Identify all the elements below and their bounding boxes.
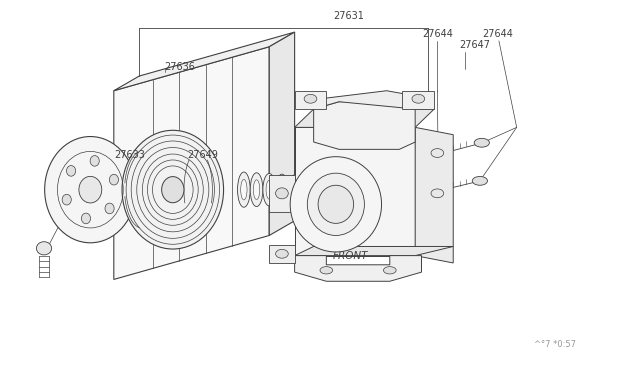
Ellipse shape (263, 173, 276, 206)
Ellipse shape (431, 189, 444, 198)
Ellipse shape (250, 173, 263, 206)
Ellipse shape (318, 185, 354, 223)
Polygon shape (294, 247, 453, 256)
Ellipse shape (122, 130, 223, 249)
Ellipse shape (81, 213, 90, 224)
Ellipse shape (412, 94, 425, 103)
Polygon shape (415, 127, 453, 263)
Ellipse shape (276, 174, 288, 205)
Ellipse shape (320, 267, 333, 274)
Ellipse shape (304, 94, 317, 103)
Ellipse shape (288, 175, 301, 205)
Ellipse shape (307, 173, 364, 235)
Text: ^°7 *0:57: ^°7 *0:57 (534, 340, 576, 349)
Ellipse shape (67, 166, 76, 176)
Ellipse shape (266, 180, 273, 199)
Polygon shape (294, 256, 422, 281)
Polygon shape (269, 32, 294, 235)
Polygon shape (294, 109, 434, 127)
Ellipse shape (62, 194, 71, 205)
Text: 27633: 27633 (114, 150, 145, 160)
Ellipse shape (474, 138, 490, 147)
Ellipse shape (472, 176, 488, 185)
Polygon shape (114, 32, 294, 91)
Ellipse shape (45, 137, 136, 243)
Ellipse shape (109, 174, 118, 185)
Polygon shape (403, 91, 434, 109)
Ellipse shape (291, 181, 298, 198)
Polygon shape (269, 175, 294, 212)
Text: 27649: 27649 (187, 150, 218, 160)
Ellipse shape (276, 249, 288, 258)
Text: 27644: 27644 (482, 29, 513, 39)
Polygon shape (314, 91, 428, 109)
Polygon shape (294, 127, 415, 256)
Ellipse shape (237, 172, 250, 207)
Ellipse shape (105, 203, 114, 214)
Polygon shape (114, 47, 269, 279)
Text: 27647: 27647 (460, 41, 491, 51)
Text: 27636: 27636 (164, 62, 195, 73)
Polygon shape (314, 102, 415, 149)
Text: 27631: 27631 (333, 11, 364, 21)
Ellipse shape (241, 179, 247, 200)
Ellipse shape (162, 177, 184, 203)
Ellipse shape (383, 267, 396, 274)
Ellipse shape (276, 188, 288, 199)
Text: 27644: 27644 (422, 29, 453, 39)
Polygon shape (294, 91, 326, 109)
Text: FRONT: FRONT (333, 251, 368, 261)
Ellipse shape (431, 149, 444, 157)
Polygon shape (269, 245, 294, 263)
Ellipse shape (90, 155, 99, 166)
Ellipse shape (279, 181, 285, 199)
Ellipse shape (36, 242, 52, 255)
Ellipse shape (290, 157, 381, 252)
Ellipse shape (79, 176, 102, 203)
Ellipse shape (253, 180, 260, 199)
